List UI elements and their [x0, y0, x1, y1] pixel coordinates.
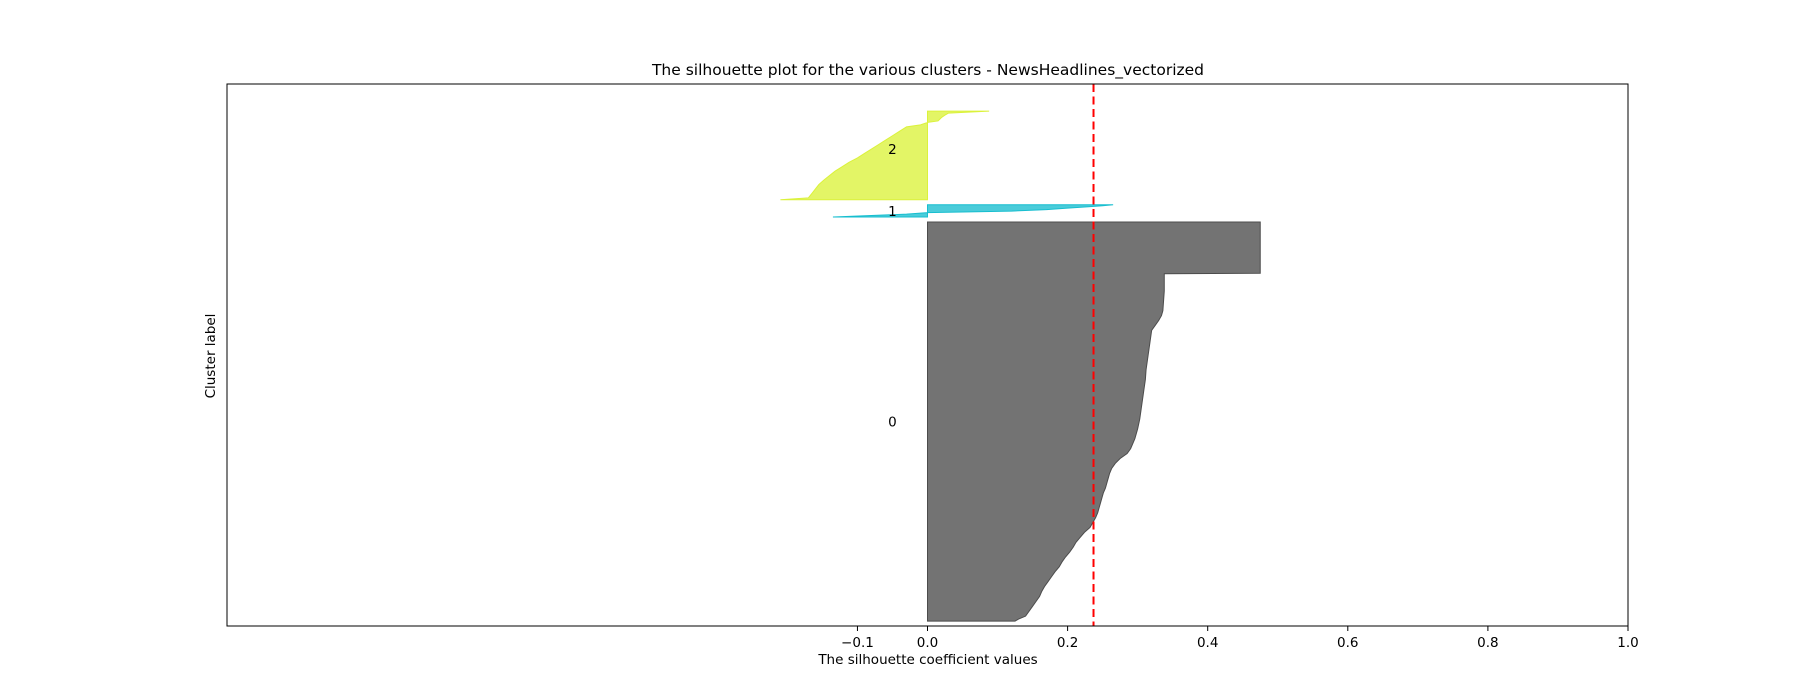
x-axis-label: The silhouette coefficient values	[817, 652, 1037, 668]
cluster-label-layer: 0 1 2	[888, 142, 897, 430]
x-tick-label: 0.2	[1057, 635, 1078, 651]
cluster-0-label: 0	[888, 415, 897, 431]
x-axis: −0.1 0.0 0.2 0.4 0.6 0.8 1.0	[841, 626, 1639, 651]
x-tick-label: 0.8	[1477, 635, 1498, 651]
x-tick-label: 1.0	[1617, 635, 1638, 651]
x-tick-label: 0.6	[1337, 635, 1358, 651]
cluster-2-silhouette	[780, 110, 990, 201]
y-axis-label: Cluster label	[203, 314, 219, 399]
x-tick-label: 0.0	[917, 635, 938, 651]
cluster-layer	[780, 110, 1261, 622]
x-tick-label: −0.1	[841, 635, 874, 651]
cluster-1-label: 1	[888, 204, 897, 220]
x-tick-label: 0.4	[1197, 635, 1218, 651]
plot-area: 0 1 2	[226, 83, 1629, 627]
cluster-2-label: 2	[888, 142, 897, 158]
chart-title: The silhouette plot for the various clus…	[651, 61, 1204, 80]
cluster-1-silhouette	[832, 204, 1114, 218]
